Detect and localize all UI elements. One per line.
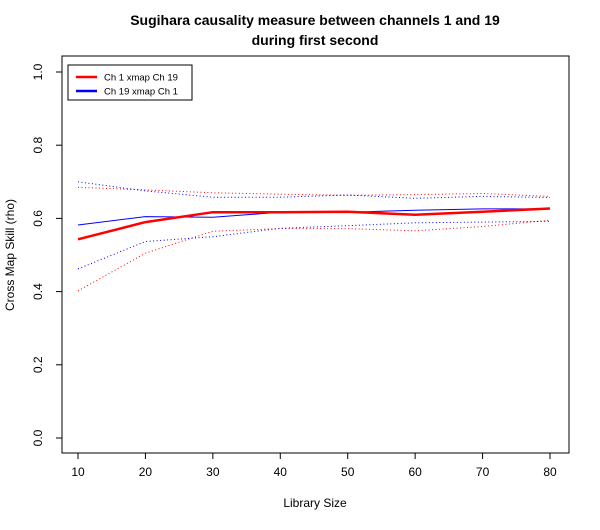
x-tick-label: 30 [206,465,220,479]
confidence-bands [77,181,551,292]
x-tick-label: 60 [408,465,422,479]
legend: Ch 1 xmap Ch 19 Ch 19 xmap Ch 1 [67,64,193,101]
series-upper-bound [77,186,551,197]
y-tick-label: 0.8 [31,137,45,154]
y-tick-label: 0.6 [31,210,45,227]
x-tick-label: 50 [341,465,355,479]
chart-title-line2: during first second [252,32,379,48]
x-tick-label: 10 [71,465,85,479]
legend-label: Ch 1 xmap Ch 19 [104,73,178,84]
y-tick-label: 0.2 [31,356,45,373]
x-tick-label: 20 [139,465,153,479]
series-lower-bound [77,219,551,292]
legend-box [67,64,193,101]
series-lines [77,207,551,241]
axes: 10 20 30 40 50 60 70 80 0.0 0.2 0.4 0.6 0.8 1.0 [31,63,557,479]
y-tick-label: 1.0 [31,63,45,80]
legend-label: Ch 19 xmap Ch 1 [104,87,178,98]
plot-frame [61,55,570,454]
y-tick-label: 0.0 [31,429,45,446]
x-tick-label: 70 [476,465,490,479]
x-tick-label: 80 [543,465,557,479]
x-tick-label: 40 [274,465,288,479]
y-axis-label: Cross Map Skill (rho) [3,199,17,311]
y-tick-label: 0.4 [31,283,45,300]
series-lower-bound [77,220,551,270]
series-line [77,207,551,241]
x-axis-label: Library Size [283,496,347,510]
chart-title-line1: Sugihara causality measure between chann… [130,12,500,28]
